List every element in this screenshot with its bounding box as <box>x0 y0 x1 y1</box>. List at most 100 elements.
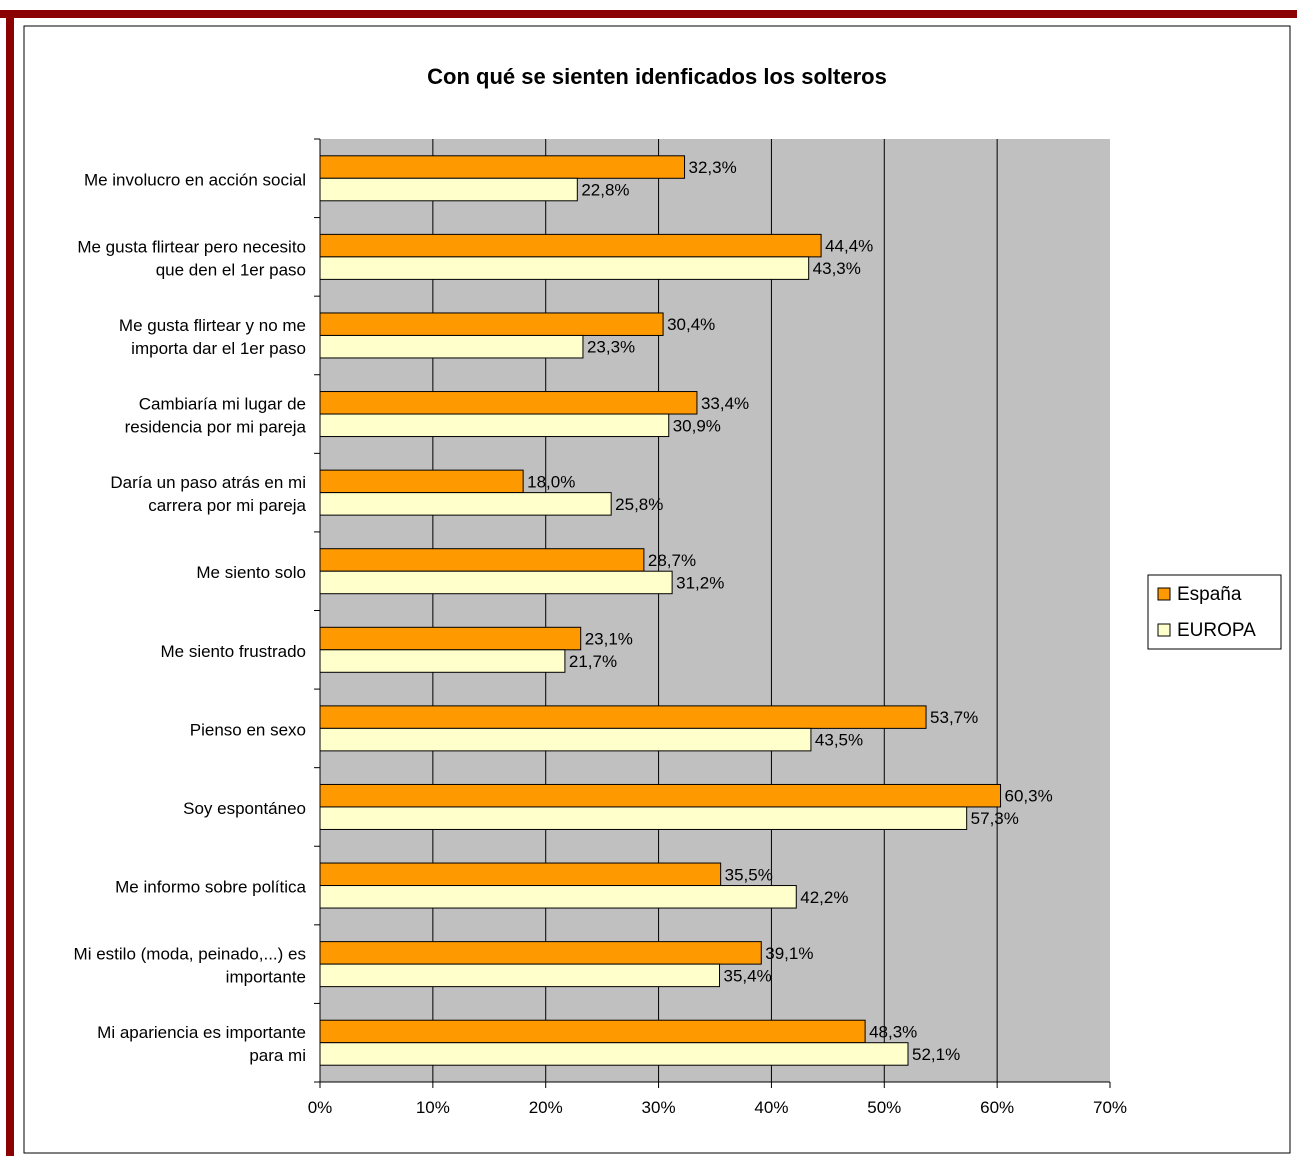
data-label-espana: 35,5% <box>725 865 773 884</box>
category-label-line: Me involucro en acción social <box>84 170 306 189</box>
bar-europa <box>319 885 797 909</box>
data-label-espana: 18,0% <box>527 472 575 491</box>
data-label-europa: 42,2% <box>800 888 848 907</box>
bar-espana <box>319 941 762 965</box>
category-label-line: Me siento frustrado <box>160 642 306 661</box>
bar-europa <box>319 492 612 516</box>
category-label: Me informo sobre política <box>115 878 306 897</box>
legend-box <box>1147 574 1282 650</box>
bar-europa <box>319 806 968 830</box>
category-label: Mi apariencia es importante para mi <box>97 1023 306 1065</box>
x-tick-label: 40% <box>754 1098 788 1117</box>
x-tick-label: 50% <box>867 1098 901 1117</box>
legend-swatch-espana <box>1157 587 1171 601</box>
data-label-europa: 52,1% <box>912 1045 960 1064</box>
frame-border-top <box>0 10 1297 18</box>
category-label-line: Me gusta flirtear pero necesito <box>77 237 306 256</box>
category-label-line: importa dar el 1er paso <box>131 339 306 358</box>
category-label-line: para mi <box>249 1046 306 1065</box>
chart-title: Con qué se sienten idenficados los solte… <box>427 64 887 89</box>
category-label: Daría un paso atrás en mi carrera por mi … <box>110 473 306 515</box>
bar-europa <box>319 177 578 202</box>
category-label: Cambiaría mi lugar de residencia por mi p… <box>125 395 307 437</box>
bar-espana <box>319 312 664 336</box>
category-label: Me involucro en acción social <box>84 170 306 189</box>
axes <box>314 138 1111 1088</box>
y-category-labels: Me involucro en acción social Me gusta fl… <box>74 170 307 1065</box>
bar-europa <box>319 570 673 595</box>
legend: España EUROPA <box>1147 574 1282 650</box>
category-label-line: residencia por mi pareja <box>125 418 307 437</box>
legend-swatch-europa <box>1157 623 1171 637</box>
data-label-europa: 25,8% <box>615 495 663 514</box>
x-tick-label: 70% <box>1093 1098 1127 1117</box>
plot-area <box>320 139 1110 1082</box>
data-label-espana: 60,3% <box>1005 787 1053 806</box>
bar-europa <box>319 413 670 438</box>
bars <box>319 155 1002 1066</box>
data-label-espana: 53,7% <box>930 708 978 727</box>
data-label-europa: 57,3% <box>971 809 1019 828</box>
data-label-espana: 23,1% <box>585 630 633 649</box>
category-label-line: Cambiaría mi lugar de <box>139 395 306 414</box>
bar-espana <box>319 155 686 179</box>
category-label: Me gusta flirtear pero necesito que den e… <box>77 237 306 279</box>
bar-espana <box>319 626 582 651</box>
bar-europa <box>319 1042 909 1066</box>
data-label-europa: 30,9% <box>673 416 721 435</box>
x-tick-label: 20% <box>529 1098 563 1117</box>
x-tick-label: 60% <box>980 1098 1014 1117</box>
category-label-line: carrera por mi pareja <box>148 496 306 515</box>
bar-europa <box>319 727 812 752</box>
x-tick-label: 0% <box>308 1098 333 1117</box>
category-label-line: Soy espontáneo <box>183 799 306 818</box>
category-label-line: Me gusta flirtear y no me <box>119 316 306 335</box>
category-label: Me siento solo <box>196 563 306 582</box>
category-label: Soy espontáneo <box>183 799 306 818</box>
bar-espana <box>319 1019 866 1044</box>
data-label-espana: 48,3% <box>869 1022 917 1041</box>
category-label: Me siento frustrado <box>160 642 306 661</box>
x-tick-labels: 0% 10% 20% 30% 40% 50% 60% 70% <box>308 1098 1127 1117</box>
bar-espana <box>319 548 645 572</box>
category-label-line: Me informo sobre política <box>115 878 306 897</box>
category-label-line: Mi estilo (moda, peinado,...) es <box>74 945 306 964</box>
bar-europa <box>319 256 810 280</box>
bar-espana <box>319 862 722 887</box>
bar-espana <box>319 469 524 494</box>
data-label-europa: 43,3% <box>813 259 861 278</box>
data-label-europa: 43,5% <box>815 731 863 750</box>
data-label-espana: 39,1% <box>765 944 813 963</box>
data-label-espana: 32,3% <box>689 158 737 177</box>
bar-europa <box>319 649 566 673</box>
bar-europa <box>319 963 721 988</box>
category-label-line: Mi apariencia es importante <box>97 1023 306 1042</box>
x-tick-label: 10% <box>416 1098 450 1117</box>
category-label-line: Daría un paso atrás en mi <box>110 473 306 492</box>
bar-espana <box>319 783 1002 808</box>
category-label: Me gusta flirtear y no me importa dar el … <box>119 316 306 358</box>
data-label-espana: 28,7% <box>648 551 696 570</box>
category-label-line: que den el 1er paso <box>156 260 306 279</box>
category-label-line: Me siento solo <box>196 563 306 582</box>
bar-espana <box>319 391 698 415</box>
category-label-line: Pienso en sexo <box>190 720 306 739</box>
gridlines <box>432 139 998 1082</box>
category-label-line: importante <box>226 968 306 987</box>
data-label-europa: 21,7% <box>569 652 617 671</box>
data-label-europa: 23,3% <box>587 338 635 357</box>
data-labels: 32,3% 22,8% 44,4% 43,3% 30,4% 23,3% 33,4% 30,9%… <box>527 158 1053 1064</box>
bar-europa <box>319 334 584 359</box>
frame-border-left <box>6 10 14 1156</box>
data-label-europa: 35,4% <box>724 966 772 985</box>
data-label-europa: 31,2% <box>676 573 724 592</box>
legend-label-europa: EUROPA <box>1177 620 1256 641</box>
data-label-espana: 30,4% <box>667 315 715 334</box>
category-label: Mi estilo (moda, peinado,...) es importan… <box>74 945 306 987</box>
data-label-espana: 33,4% <box>701 394 749 413</box>
category-label: Pienso en sexo <box>190 720 306 739</box>
data-label-espana: 44,4% <box>825 237 873 256</box>
data-label-europa: 22,8% <box>581 181 629 200</box>
